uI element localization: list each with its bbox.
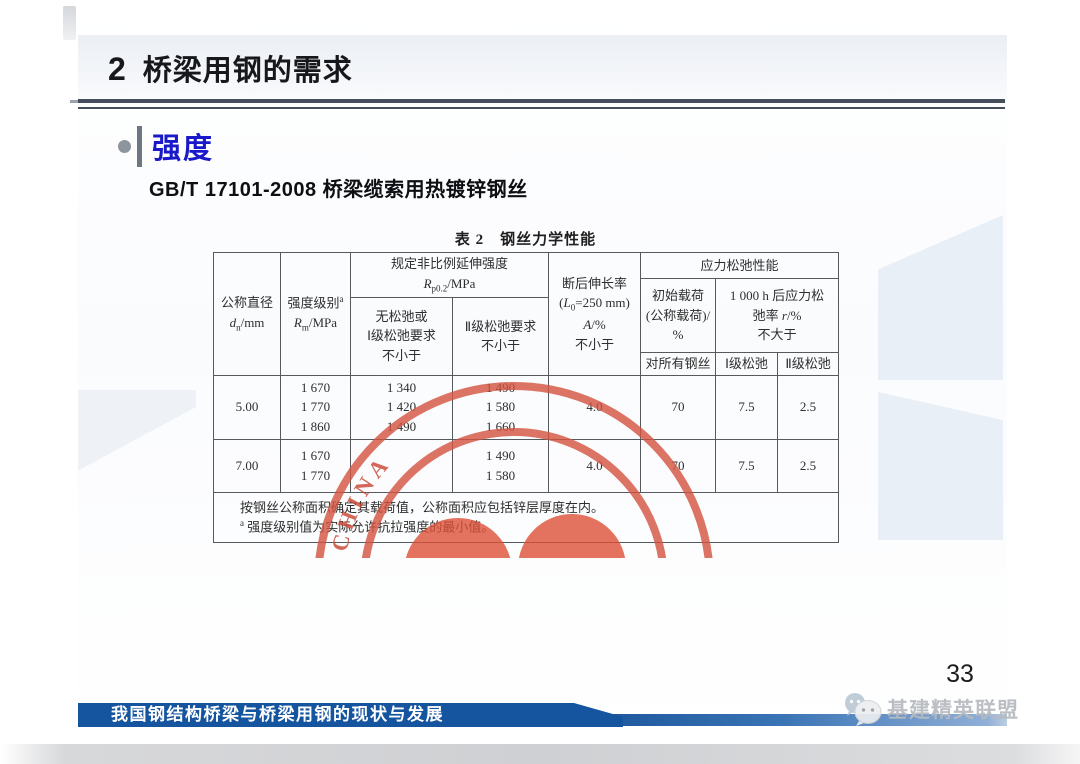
bullet-dot-icon: [118, 140, 131, 153]
group-header-stress-relaxation: 应力松弛性能: [640, 252, 840, 279]
table-notes: 按钢丝公称面积确定其载荷值，公称面积应包括锌层厚度在内。 a 强度级别值为实际允…: [212, 491, 840, 543]
cell-elongation: 4.0: [548, 374, 642, 440]
page-title-text: 桥梁用钢的需求: [142, 55, 353, 87]
cell-initial-load: 70: [640, 374, 717, 440]
cell-relax2: 1 490 1 580 1 660: [451, 374, 550, 440]
col-header-diameter: 公称直径 dn/mm: [213, 252, 281, 376]
cell-elongation: 4.0: [548, 438, 642, 493]
page-title: 2 桥梁用钢的需求: [108, 47, 353, 89]
title-rule: [78, 99, 1005, 109]
col-header-initial-load: 初始载荷 (公称载荷)/ %: [640, 278, 717, 353]
col-header-grade2-relaxation: Ⅱ级松弛要求 不小于: [451, 296, 550, 376]
cell-diameter: 7.00: [213, 438, 281, 493]
group-header-proof-strength: 规定非比例延伸强度 Rp0.2/MPa: [349, 252, 550, 298]
table-note-2: a 强度级别值为实际允许抗拉强度的最小值。: [240, 518, 495, 535]
standard-reference: GB/T 17101-2008 桥梁缆索用热镀锌钢丝: [149, 179, 528, 201]
cell-relax-rate2: 2.5: [777, 374, 840, 440]
watermark-text: 基建精英联盟: [887, 699, 1019, 722]
cell-no-relax: [350, 438, 453, 493]
cell-grades: 1 670 1 770: [280, 438, 351, 493]
cell-relax-rate2: 2.5: [777, 438, 840, 493]
col-header-relax-grade2: Ⅱ级松弛: [777, 351, 840, 376]
page-number: 33: [946, 660, 974, 688]
page-title-number: 2: [108, 51, 126, 87]
col-header-strength-grade: 强度级别a Rm/MPa: [280, 252, 351, 376]
title-rule-stub: [70, 100, 78, 103]
table-row: 5.00 1 670 1 770 1 860 1 340 1 420 1 490…: [213, 374, 840, 440]
watermark-logo: 基建精英联盟: [843, 688, 1018, 732]
photo-edge-artifact: [63, 6, 76, 40]
photo-bottom-strip: [0, 744, 1080, 764]
cell-initial-load: 70: [640, 438, 717, 493]
col-header-no-relaxation: 无松弛或 Ⅰ级松弛要求 不小于: [350, 296, 453, 376]
cell-grades: 1 670 1 770 1 860: [280, 374, 351, 440]
footer-thin-bar: [508, 714, 1007, 726]
wire-mechanical-properties-table: 公称直径 dn/mm 强度级别a Rm/MPa 规定非比例延伸强度 Rp0.2/…: [212, 252, 840, 543]
col-header-all-wires: 对所有钢丝: [640, 351, 717, 376]
table-row: 7.00 1 670 1 770 1 490 1 580 4.0 70 7.5 …: [213, 438, 840, 493]
bullet-bar-icon: [137, 126, 142, 167]
title-band: [78, 35, 1007, 107]
cell-diameter: 5.00: [213, 374, 281, 440]
table-note-1: 按钢丝公称面积确定其载荷值，公称面积应包括锌层厚度在内。: [240, 499, 605, 515]
cell-relax-rate1: 7.5: [715, 438, 779, 493]
cell-relax-rate1: 7.5: [715, 374, 779, 440]
wechat-icon: [845, 693, 882, 726]
footer-title-block: 我国钢结构桥梁与桥梁用钢的现状与发展: [78, 703, 623, 727]
col-header-elongation: 断后伸长率 (L0=250 mm) A/% 不小于: [548, 252, 642, 376]
table-caption: 表 2 钢丝力学性能: [454, 232, 597, 248]
cell-relax2: 1 490 1 580: [451, 438, 550, 493]
footer-title: 我国钢结构桥梁与桥梁用钢的现状与发展: [111, 705, 444, 724]
bg-decor-right-bottom: [878, 392, 1003, 540]
col-header-relaxation-rate: 1 000 h 后应力松 弛率 r/% 不大于: [715, 278, 840, 353]
section-heading-strength: 强度: [152, 133, 215, 165]
cell-no-relax: 1 340 1 420 1 490: [350, 374, 453, 440]
col-header-relax-grade1: Ⅰ级松弛: [715, 351, 779, 376]
footer-bar: 我国钢结构桥梁与桥梁用钢的现状与发展: [78, 703, 1007, 727]
